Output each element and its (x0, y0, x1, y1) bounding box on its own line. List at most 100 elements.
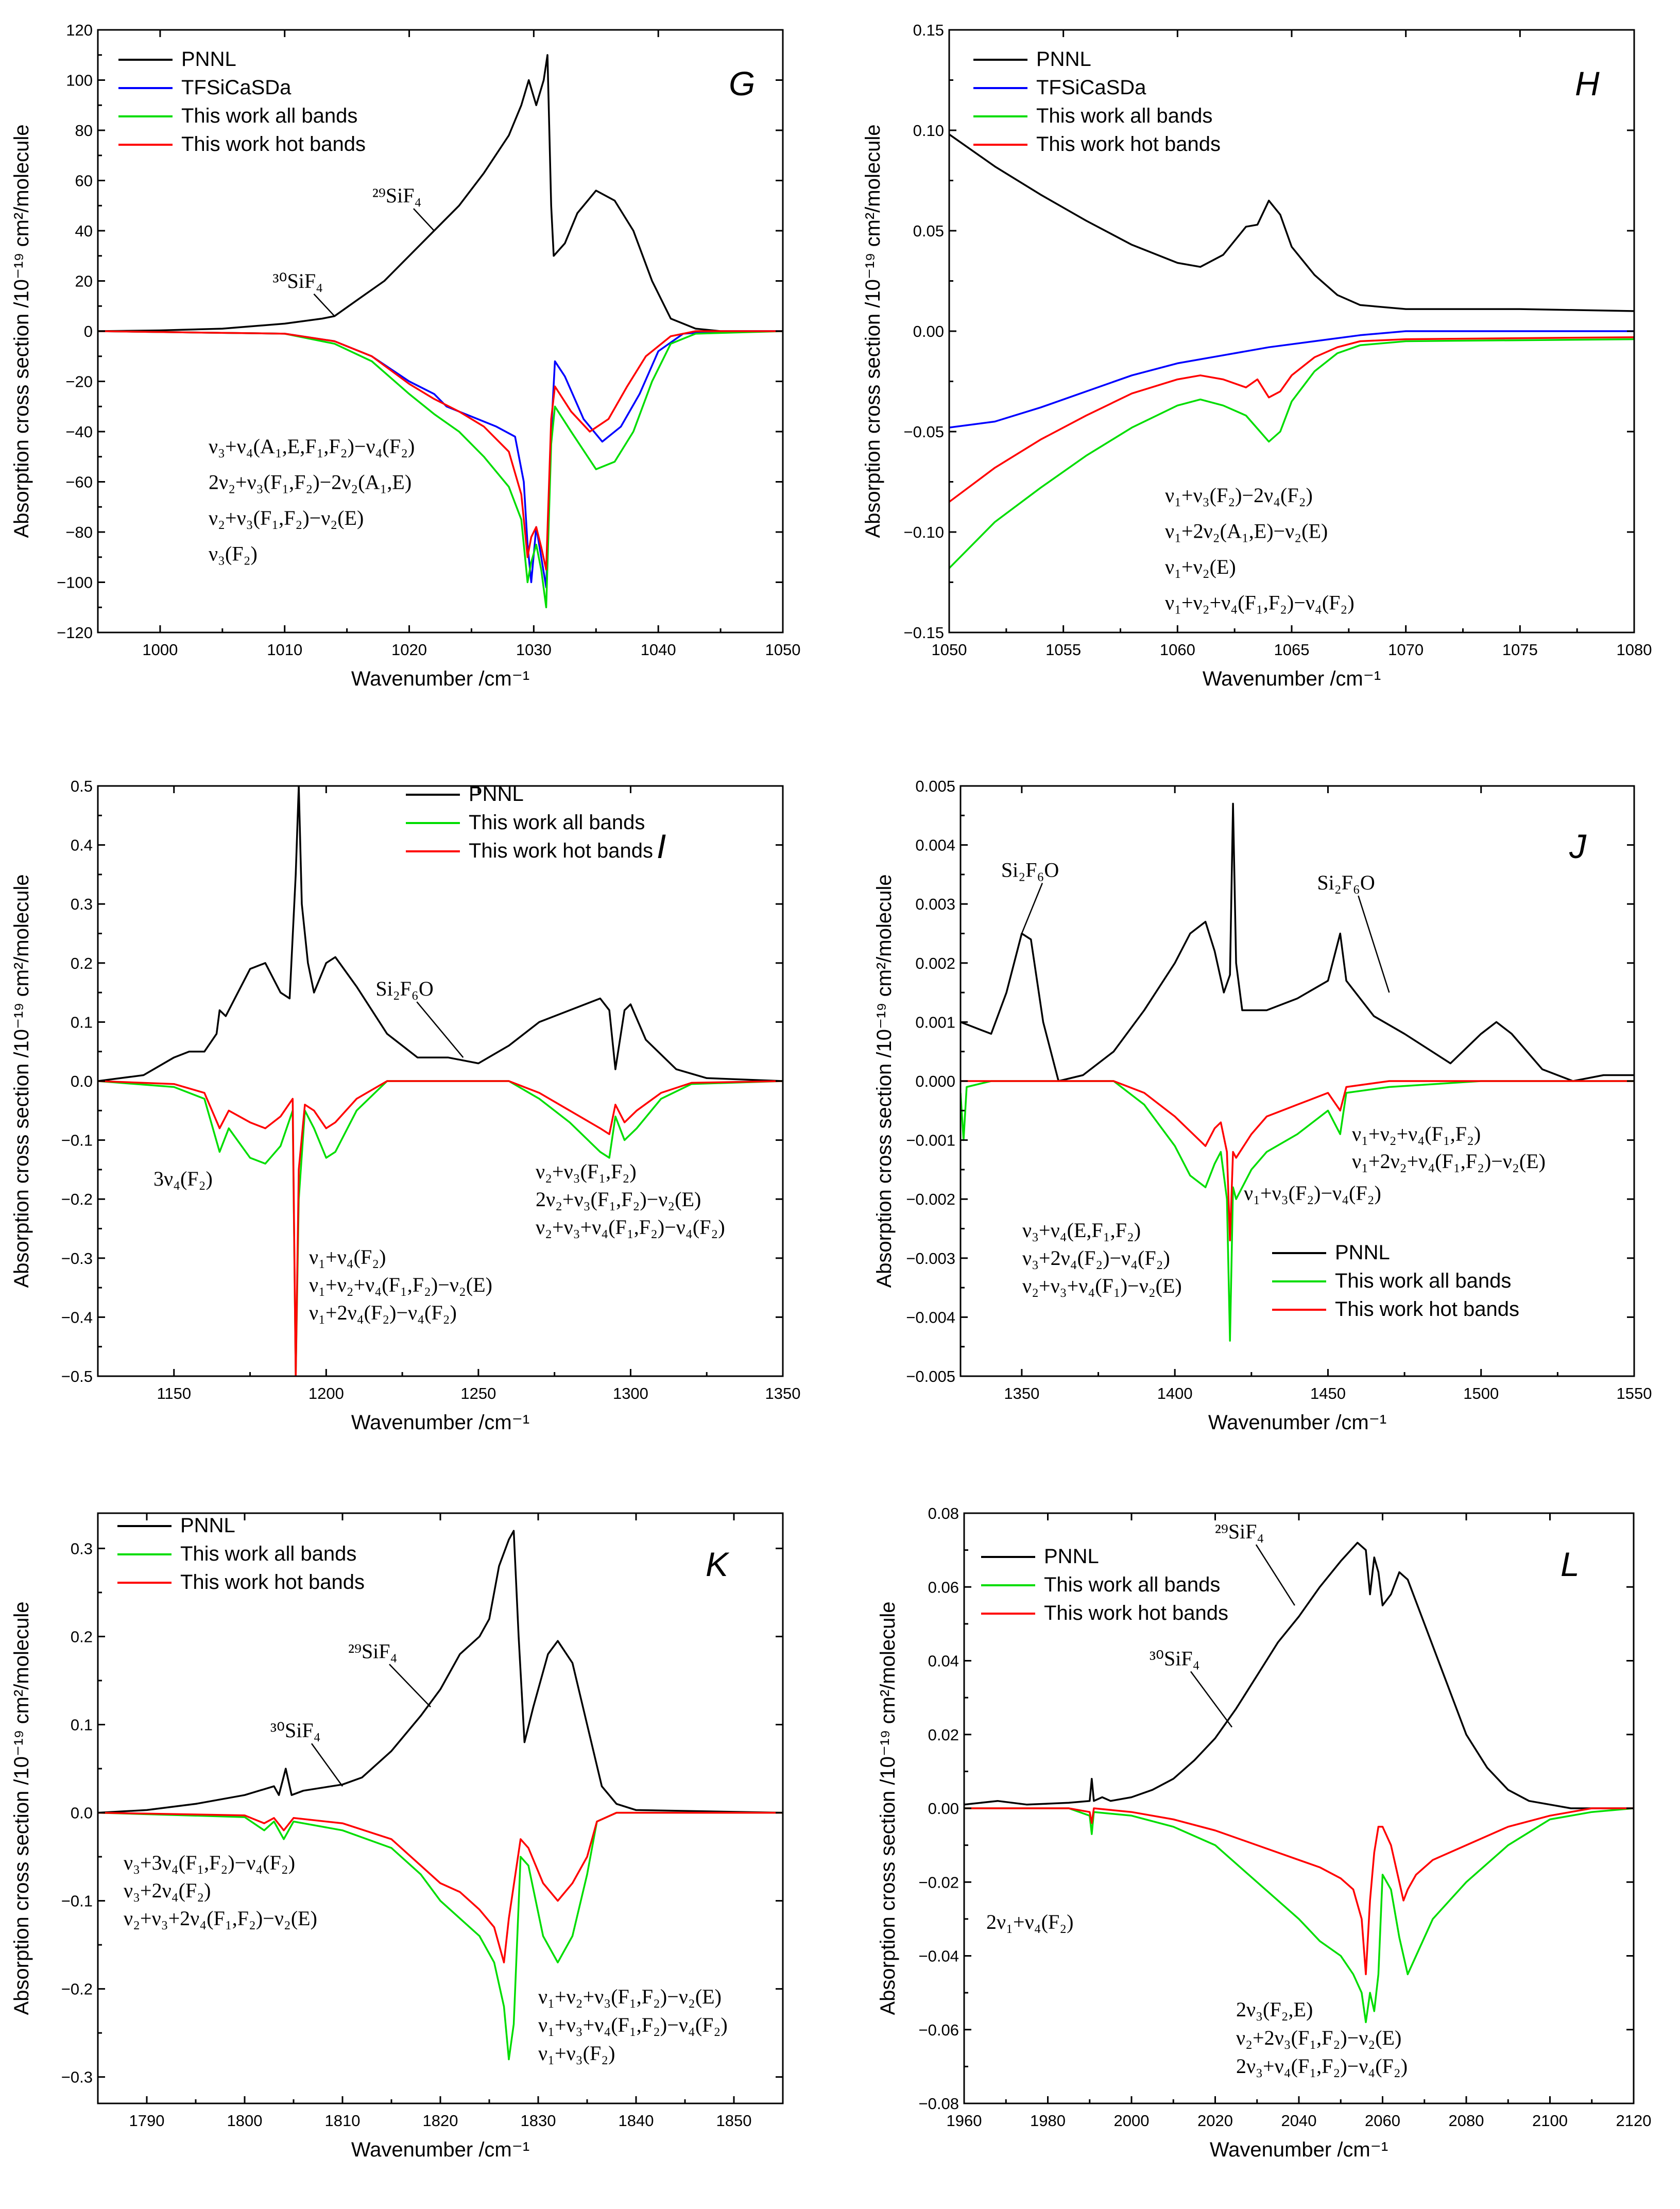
x-axis-title: Wavenumber /cm⁻¹ (1210, 2138, 1388, 2161)
x-tick-label: 1070 (1388, 641, 1424, 659)
band-assignment: ν₂+ν₃(F₁,F₂) (536, 1160, 637, 1183)
band-assignment: ν₁+ν₂+ν₃(F₁,F₂)−ν₂(E) (538, 1985, 722, 2008)
y-tick-label: 120 (66, 21, 93, 39)
annotation-arrow (389, 1664, 431, 1708)
y-tick-label: 0.3 (71, 895, 93, 913)
annotation-label: ³⁰SiF₄ (270, 1719, 321, 1742)
series-line-this-work-all-bands (98, 1811, 783, 2061)
y-tick-label: 0.00 (928, 1800, 959, 1818)
x-tick-label: 1830 (521, 2112, 556, 2130)
band-assignment: ν₁+2ν₂+ν₄(F₁,F₂)−ν₂(E) (1352, 1150, 1546, 1173)
x-tick-label: 1400 (1157, 1384, 1193, 1402)
band-assignment: 2ν₂+ν₃(F₁,F₂)−2ν₂(A₁,E) (209, 471, 412, 494)
band-assignment: ν₁+ν₂(E) (1165, 555, 1236, 578)
series-line-pnnl (98, 1530, 783, 1814)
panel-letter: J (1569, 827, 1587, 865)
y-tick-label: −0.4 (61, 1308, 93, 1326)
chart-panel-I: 1150 1200 1250 1300 1350 −0.5 −0.4 −0.3 −0.2 −0.1… (10, 777, 800, 1434)
x-axis-title: Wavenumber /cm⁻¹ (1203, 667, 1381, 690)
band-assignment: ν₁+ν₃+ν₄(F₁,F₂)−ν₄(F₂) (538, 2013, 728, 2036)
y-tick-label: 0.5 (71, 777, 93, 795)
y-tick-label: −0.06 (919, 2021, 959, 2039)
y-tick-label: −0.05 (904, 423, 944, 441)
legend-label: This work all bands (181, 105, 357, 127)
annotation-label: ³⁰SiF₄ (1150, 1647, 1200, 1670)
legend-label: PNNL (1044, 1545, 1099, 1568)
legend-label: PNNL (1036, 48, 1091, 71)
chart-panel-K: 1790 1800 1810 1820 1830 1840 1850 −0.3 −0.2 −0.1… (10, 1512, 784, 2161)
legend-label: PNNL (180, 1514, 235, 1537)
y-tick-label: 0.3 (71, 1539, 93, 1557)
x-tick-label: 1020 (391, 641, 427, 659)
annotation-arrow (1255, 1544, 1295, 1606)
x-axis-title: Wavenumber /cm⁻¹ (351, 667, 529, 690)
annotation-arrow (313, 293, 335, 317)
y-tick-label: 0.003 (915, 895, 955, 913)
series-line-pnnl (964, 1542, 1634, 1809)
y-axis-title: Absorption cross section /10⁻¹⁹ cm²/mole… (10, 1602, 33, 2015)
chart-panel-H: 1050 1055 1060 1065 1070 1075 1080 −0.15 −0.10 −0… (862, 21, 1652, 690)
y-tick-label: −120 (57, 624, 93, 642)
y-tick-label: −60 (65, 473, 93, 491)
annotation-label: Si₂F₆O (375, 977, 433, 1000)
annotation-label: ²⁹SiF₄ (348, 1639, 398, 1663)
legend: PNNL This work all bands This work hot ban… (117, 1514, 365, 1594)
y-axis-title: Absorption cross section /10⁻¹⁹ cm²/mole… (862, 125, 884, 538)
y-tick-label: −0.2 (61, 1190, 93, 1208)
legend: PNNL This work all bands This work hot ban… (981, 1545, 1228, 1624)
x-axis-title: Wavenumber /cm⁻¹ (1208, 1411, 1386, 1434)
series-line-this-work-hot-bands (949, 336, 1634, 503)
chart-panel-J: 1350 1400 1450 1500 1550 −0.005 −0.004 −0.003 −0… (873, 777, 1652, 1434)
y-axis-title: Absorption cross section /10⁻¹⁹ cm²/mole… (10, 875, 33, 1288)
x-tick-label: 1820 (423, 2112, 458, 2130)
y-tick-label: 0.004 (915, 836, 955, 854)
y-tick-label: −0.3 (61, 1249, 93, 1268)
legend-label: PNNL (1335, 1241, 1390, 1264)
annotation-label: ³⁰SiF₄ (272, 269, 323, 293)
y-tick-label: −0.5 (61, 1367, 93, 1385)
band-assignment: ν₁+2ν₄(F₂)−ν₄(F₂) (309, 1301, 457, 1324)
x-tick-label: 1050 (765, 641, 801, 659)
x-tick-label: 1810 (325, 2112, 361, 2130)
series-line-this-work-all-bands (961, 1080, 1634, 1342)
legend-label: PNNL (469, 783, 524, 806)
x-tick-label: 1000 (142, 641, 178, 659)
series-line-tfsicasda (98, 330, 783, 589)
x-tick-label: 1550 (1617, 1384, 1652, 1402)
band-assignment: ν₁+ν₂+ν₄(F₁,F₂)−ν₄(F₂) (1165, 591, 1355, 614)
x-tick-label: 1960 (947, 2112, 982, 2130)
x-tick-label: 2100 (1532, 2112, 1568, 2130)
series-line-pnnl (98, 54, 783, 332)
band-assignment: ν₂+ν₃+2ν₄(F₁,F₂)−ν₂(E) (124, 1907, 317, 1930)
legend-label: This work all bands (1036, 105, 1212, 127)
x-tick-label: 1800 (227, 2112, 263, 2130)
legend-label: This work hot bands (1335, 1298, 1519, 1321)
y-tick-label: 0.08 (928, 1504, 959, 1522)
x-tick-label: 1500 (1463, 1384, 1499, 1402)
x-tick-label: 1055 (1045, 641, 1081, 659)
y-tick-label: −0.1 (61, 1892, 93, 1910)
band-assignment: ν₃+ν₄(A₁,E,F₁,F₂)−ν₄(F₂) (209, 435, 415, 458)
y-tick-label: 0.04 (928, 1652, 959, 1670)
y-tick-label: 0.2 (71, 954, 93, 972)
legend-label: TFSiCaSDa (181, 76, 292, 99)
legend-label: PNNL (181, 48, 236, 71)
y-tick-label: −0.10 (904, 523, 944, 541)
x-tick-label: 1250 (460, 1384, 496, 1402)
y-tick-label: 0.1 (71, 1013, 93, 1031)
band-assignment: ν₂+ν₃+ν₄(F₁,F₂)−ν₄(F₂) (536, 1215, 725, 1239)
y-tick-label: −0.001 (906, 1132, 955, 1150)
series-line-this-work-hot-bands (98, 1080, 783, 1376)
band-assignment: 2ν₃+ν₄(F₁,F₂)−ν₄(F₂) (1236, 2054, 1408, 2078)
band-assignment: 2ν₃(F₂,E) (1236, 1998, 1313, 2021)
band-assignment: ν₂+ν₃+ν₄(F₁)−ν₂(E) (1022, 1274, 1182, 1297)
y-tick-label: −0.15 (904, 624, 944, 642)
series-line-this-work-all-bands (98, 330, 783, 609)
y-tick-label: 0.005 (915, 777, 955, 795)
legend-label: This work hot bands (181, 133, 366, 156)
x-tick-label: 2080 (1449, 2112, 1484, 2130)
y-tick-label: 0 (84, 322, 93, 340)
legend: PNNL TFSiCaSDa This work all bands This wor… (118, 48, 366, 156)
panel-letter: L (1561, 1545, 1580, 1583)
y-tick-label: −0.02 (919, 1873, 959, 1891)
